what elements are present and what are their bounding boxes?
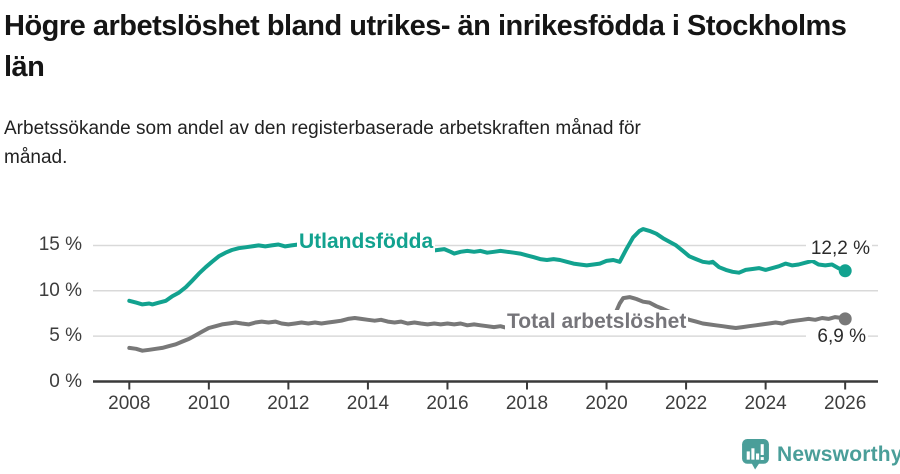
newsworthy-logo: Newsworthy — [741, 439, 900, 470]
y-tick-label: 0 % — [49, 370, 82, 392]
x-tick-label: 2024 — [744, 393, 787, 414]
newsworthy-wordmark: Newsworthy — [777, 442, 900, 466]
series-end-dot — [838, 264, 852, 278]
end-value-label-total: 6,9 % — [806, 326, 868, 348]
x-tick-label: 2018 — [505, 393, 549, 414]
y-tick-label: 5 % — [49, 325, 82, 347]
x-tick-label: 2022 — [664, 393, 708, 414]
end-value-label-utlandsfodda: 12,2 % — [806, 238, 872, 260]
x-tick-label: 2026 — [824, 393, 867, 414]
gridlines — [93, 244, 878, 337]
x-axis-ticks — [128, 381, 847, 390]
x-tick-label: 2010 — [187, 393, 230, 414]
series-line-total-arbetsl-shet — [127, 295, 848, 353]
x-tick-label: 2014 — [346, 393, 390, 414]
series-end-dot — [838, 312, 852, 326]
newsworthy-icon — [742, 439, 769, 470]
y-tick-label: 15 % — [38, 234, 82, 256]
chart-subtitle: Arbetssökande som andel av den registerb… — [4, 118, 641, 168]
series-paths — [127, 227, 852, 353]
series-label-utlandsfodda: Utlandsfödda — [297, 230, 436, 254]
x-tick-label: 2008 — [108, 393, 151, 414]
x-tick-label: 2016 — [426, 393, 469, 414]
chart-title: Högre arbetslöshet bland utrikes- än inr… — [4, 10, 847, 83]
series-label-total-arbetsloshet: Total arbetslöshet — [505, 310, 689, 334]
x-tick-label: 2020 — [585, 393, 628, 414]
x-tick-label: 2012 — [267, 393, 310, 414]
series-line-utlandsf-dda — [127, 227, 848, 307]
y-tick-label: 10 % — [38, 279, 82, 301]
